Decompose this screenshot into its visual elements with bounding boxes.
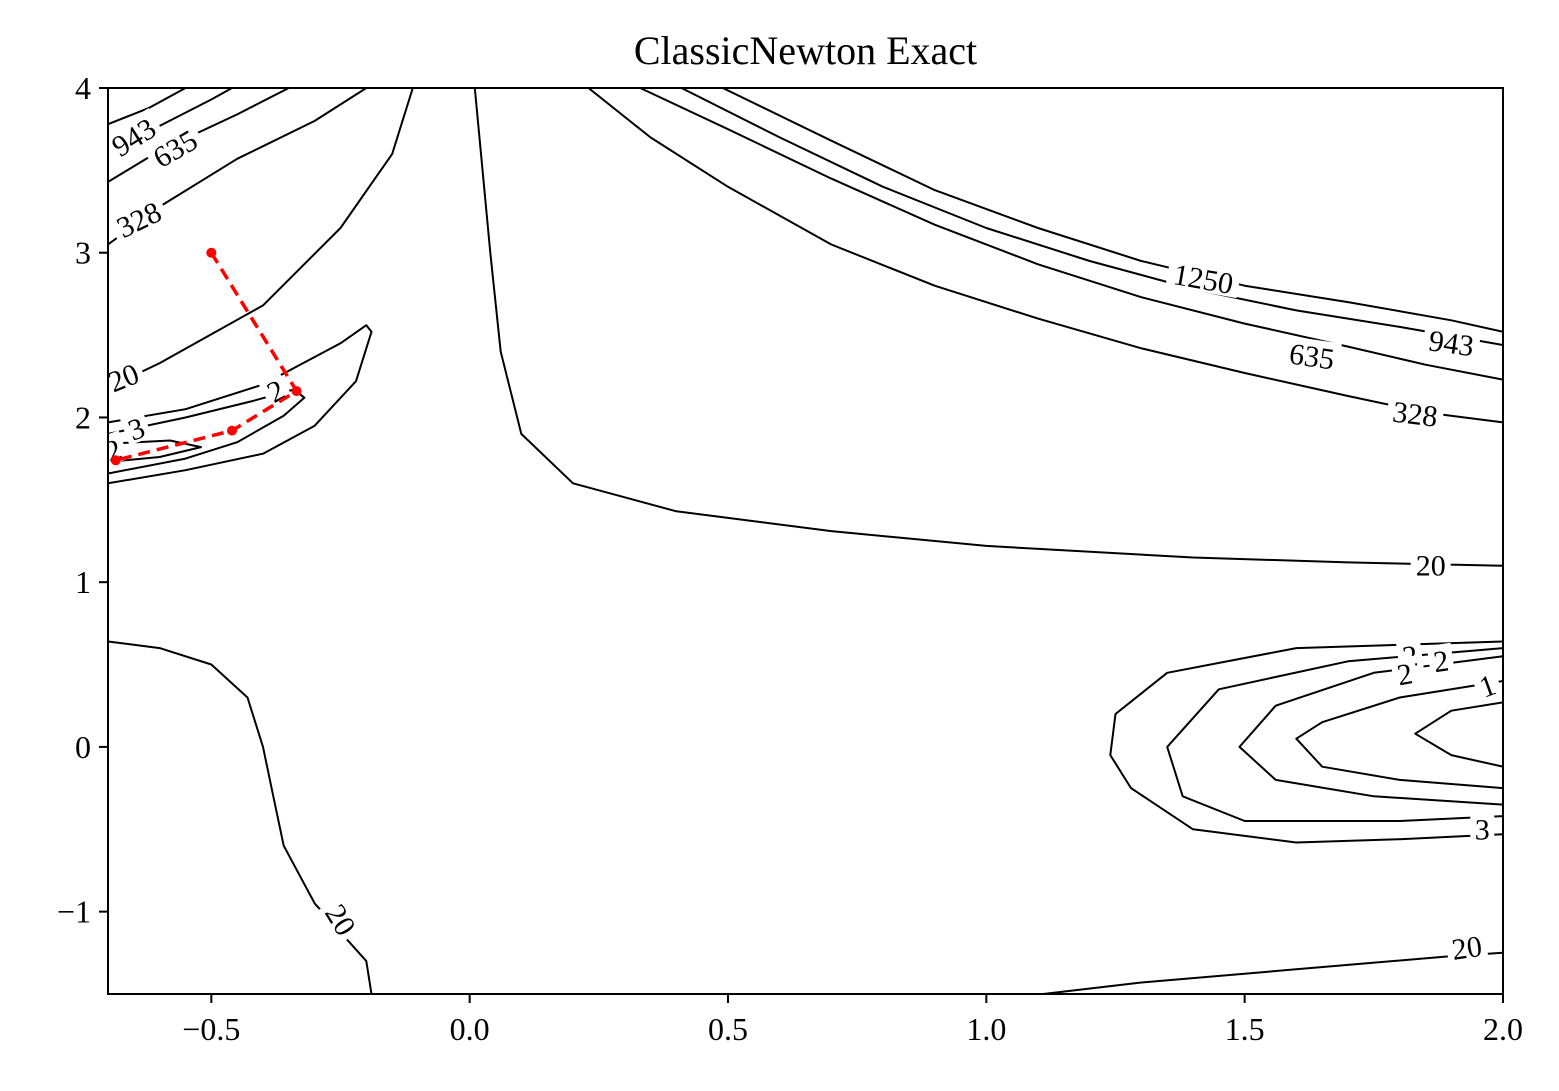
optimizer-path-line xyxy=(115,251,299,462)
contour-label-bg-7 xyxy=(1165,256,1242,299)
contour-line-5 xyxy=(587,88,1503,424)
contour-line-7 xyxy=(639,88,1503,381)
contour-label-bg-18 xyxy=(318,893,366,944)
contour-label-group-14: 2 xyxy=(1390,655,1419,692)
contour-label-13: 2 xyxy=(1431,644,1450,679)
contour-label-group-16: 3 xyxy=(1470,812,1495,846)
x-tick-label-5: 2.0 xyxy=(1483,1011,1523,1047)
contour-label-group-13: 2 xyxy=(1426,642,1455,679)
contour-label-group-10: 328 xyxy=(1385,393,1446,434)
contour-label-17: 20 xyxy=(1450,930,1484,967)
contour-line-15 xyxy=(1109,640,1503,844)
contour-label-7: 1250 xyxy=(1171,258,1236,301)
plot-frame xyxy=(107,87,1504,995)
contour-label-group-3: 20 xyxy=(108,354,147,399)
contour-label-14: 2 xyxy=(1395,657,1416,692)
contour-line-18 xyxy=(1295,680,1503,790)
chart-title: ClassicNewton Exact xyxy=(634,28,977,73)
contour-line-12 xyxy=(108,324,373,485)
contour-label-bg-17 xyxy=(1444,928,1489,964)
contour-line-14 xyxy=(108,439,202,463)
contour-label-8: 943 xyxy=(1427,324,1476,363)
contour-line-1 xyxy=(108,88,414,389)
contour-label-bg-10 xyxy=(1385,393,1446,431)
y-tick-label-0: −1 xyxy=(57,894,91,930)
contour-label-10: 328 xyxy=(1391,396,1440,434)
contour-label-bg-13 xyxy=(1426,642,1455,676)
contour-line-19 xyxy=(1414,701,1503,768)
contour-label-group-7: 1250 xyxy=(1165,256,1242,301)
contour-label-bg-14 xyxy=(1390,655,1419,690)
contour-label-bg-15 xyxy=(1470,665,1503,703)
contour-label-18: 20 xyxy=(318,899,362,942)
contour-label-16: 3 xyxy=(1475,813,1490,846)
x-tick-label-4: 1.5 xyxy=(1225,1011,1265,1047)
contour-label-bg-16 xyxy=(1470,812,1495,843)
contour-label-bg-1 xyxy=(142,120,206,175)
y-tick-label-2: 1 xyxy=(75,564,91,600)
contour-line-2 xyxy=(473,88,1503,567)
contour-label-group-11: 20 xyxy=(1410,548,1451,583)
optimizer-path-point-0 xyxy=(206,247,217,258)
contour-line-13 xyxy=(108,388,306,475)
contour-label-group-17: 20 xyxy=(1444,928,1489,967)
contour-line-17 xyxy=(1238,655,1503,806)
x-tick-label-2: 0.5 xyxy=(708,1011,748,1047)
contour-label-9: 635 xyxy=(1287,338,1336,377)
contour-label-11: 20 xyxy=(1416,550,1446,583)
optimizer-path-point-2 xyxy=(227,425,237,436)
contour-line-9 xyxy=(681,88,1503,346)
plot-area: 94363532820223125094363532820222132020 xyxy=(108,88,1503,994)
y-tick-label-5: 4 xyxy=(75,70,91,106)
y-tick-label-3: 2 xyxy=(75,399,91,435)
x-tick-label-0: −0.5 xyxy=(182,1011,240,1047)
contour-label-bg-8 xyxy=(1421,322,1482,361)
contour-label-group-15: 1 xyxy=(1470,665,1503,705)
x-tick-label-1: 0.0 xyxy=(450,1011,490,1047)
contour-label-group-18: 20 xyxy=(318,893,366,944)
y-tick-label-4: 3 xyxy=(75,235,91,271)
contour-label-group-4: 2 xyxy=(257,370,293,410)
contour-label-bg-2 xyxy=(108,192,170,244)
contour-line-10 xyxy=(108,88,186,126)
optimizer-path-point-3 xyxy=(110,455,121,466)
contour-label-bg-0 xyxy=(108,108,165,164)
contour-line-16 xyxy=(1166,647,1503,822)
x-tick-label-3: 1.0 xyxy=(966,1011,1006,1047)
contour-line-3 xyxy=(1043,951,1503,994)
contour-label-bg-3 xyxy=(108,354,147,398)
contour-line-11 xyxy=(722,88,1503,333)
contour-line-0 xyxy=(108,640,373,994)
optimizer-path-point-1 xyxy=(291,386,302,397)
contour-label-group-8: 943 xyxy=(1421,322,1482,363)
contour-label-bg-11 xyxy=(1410,548,1451,579)
contour-line-6 xyxy=(108,88,290,183)
contour-label-bg-9 xyxy=(1282,335,1342,374)
contour-label-group-9: 635 xyxy=(1282,335,1342,377)
y-tick-label-1: 0 xyxy=(75,729,91,765)
contour-label-bg-6 xyxy=(119,408,153,446)
